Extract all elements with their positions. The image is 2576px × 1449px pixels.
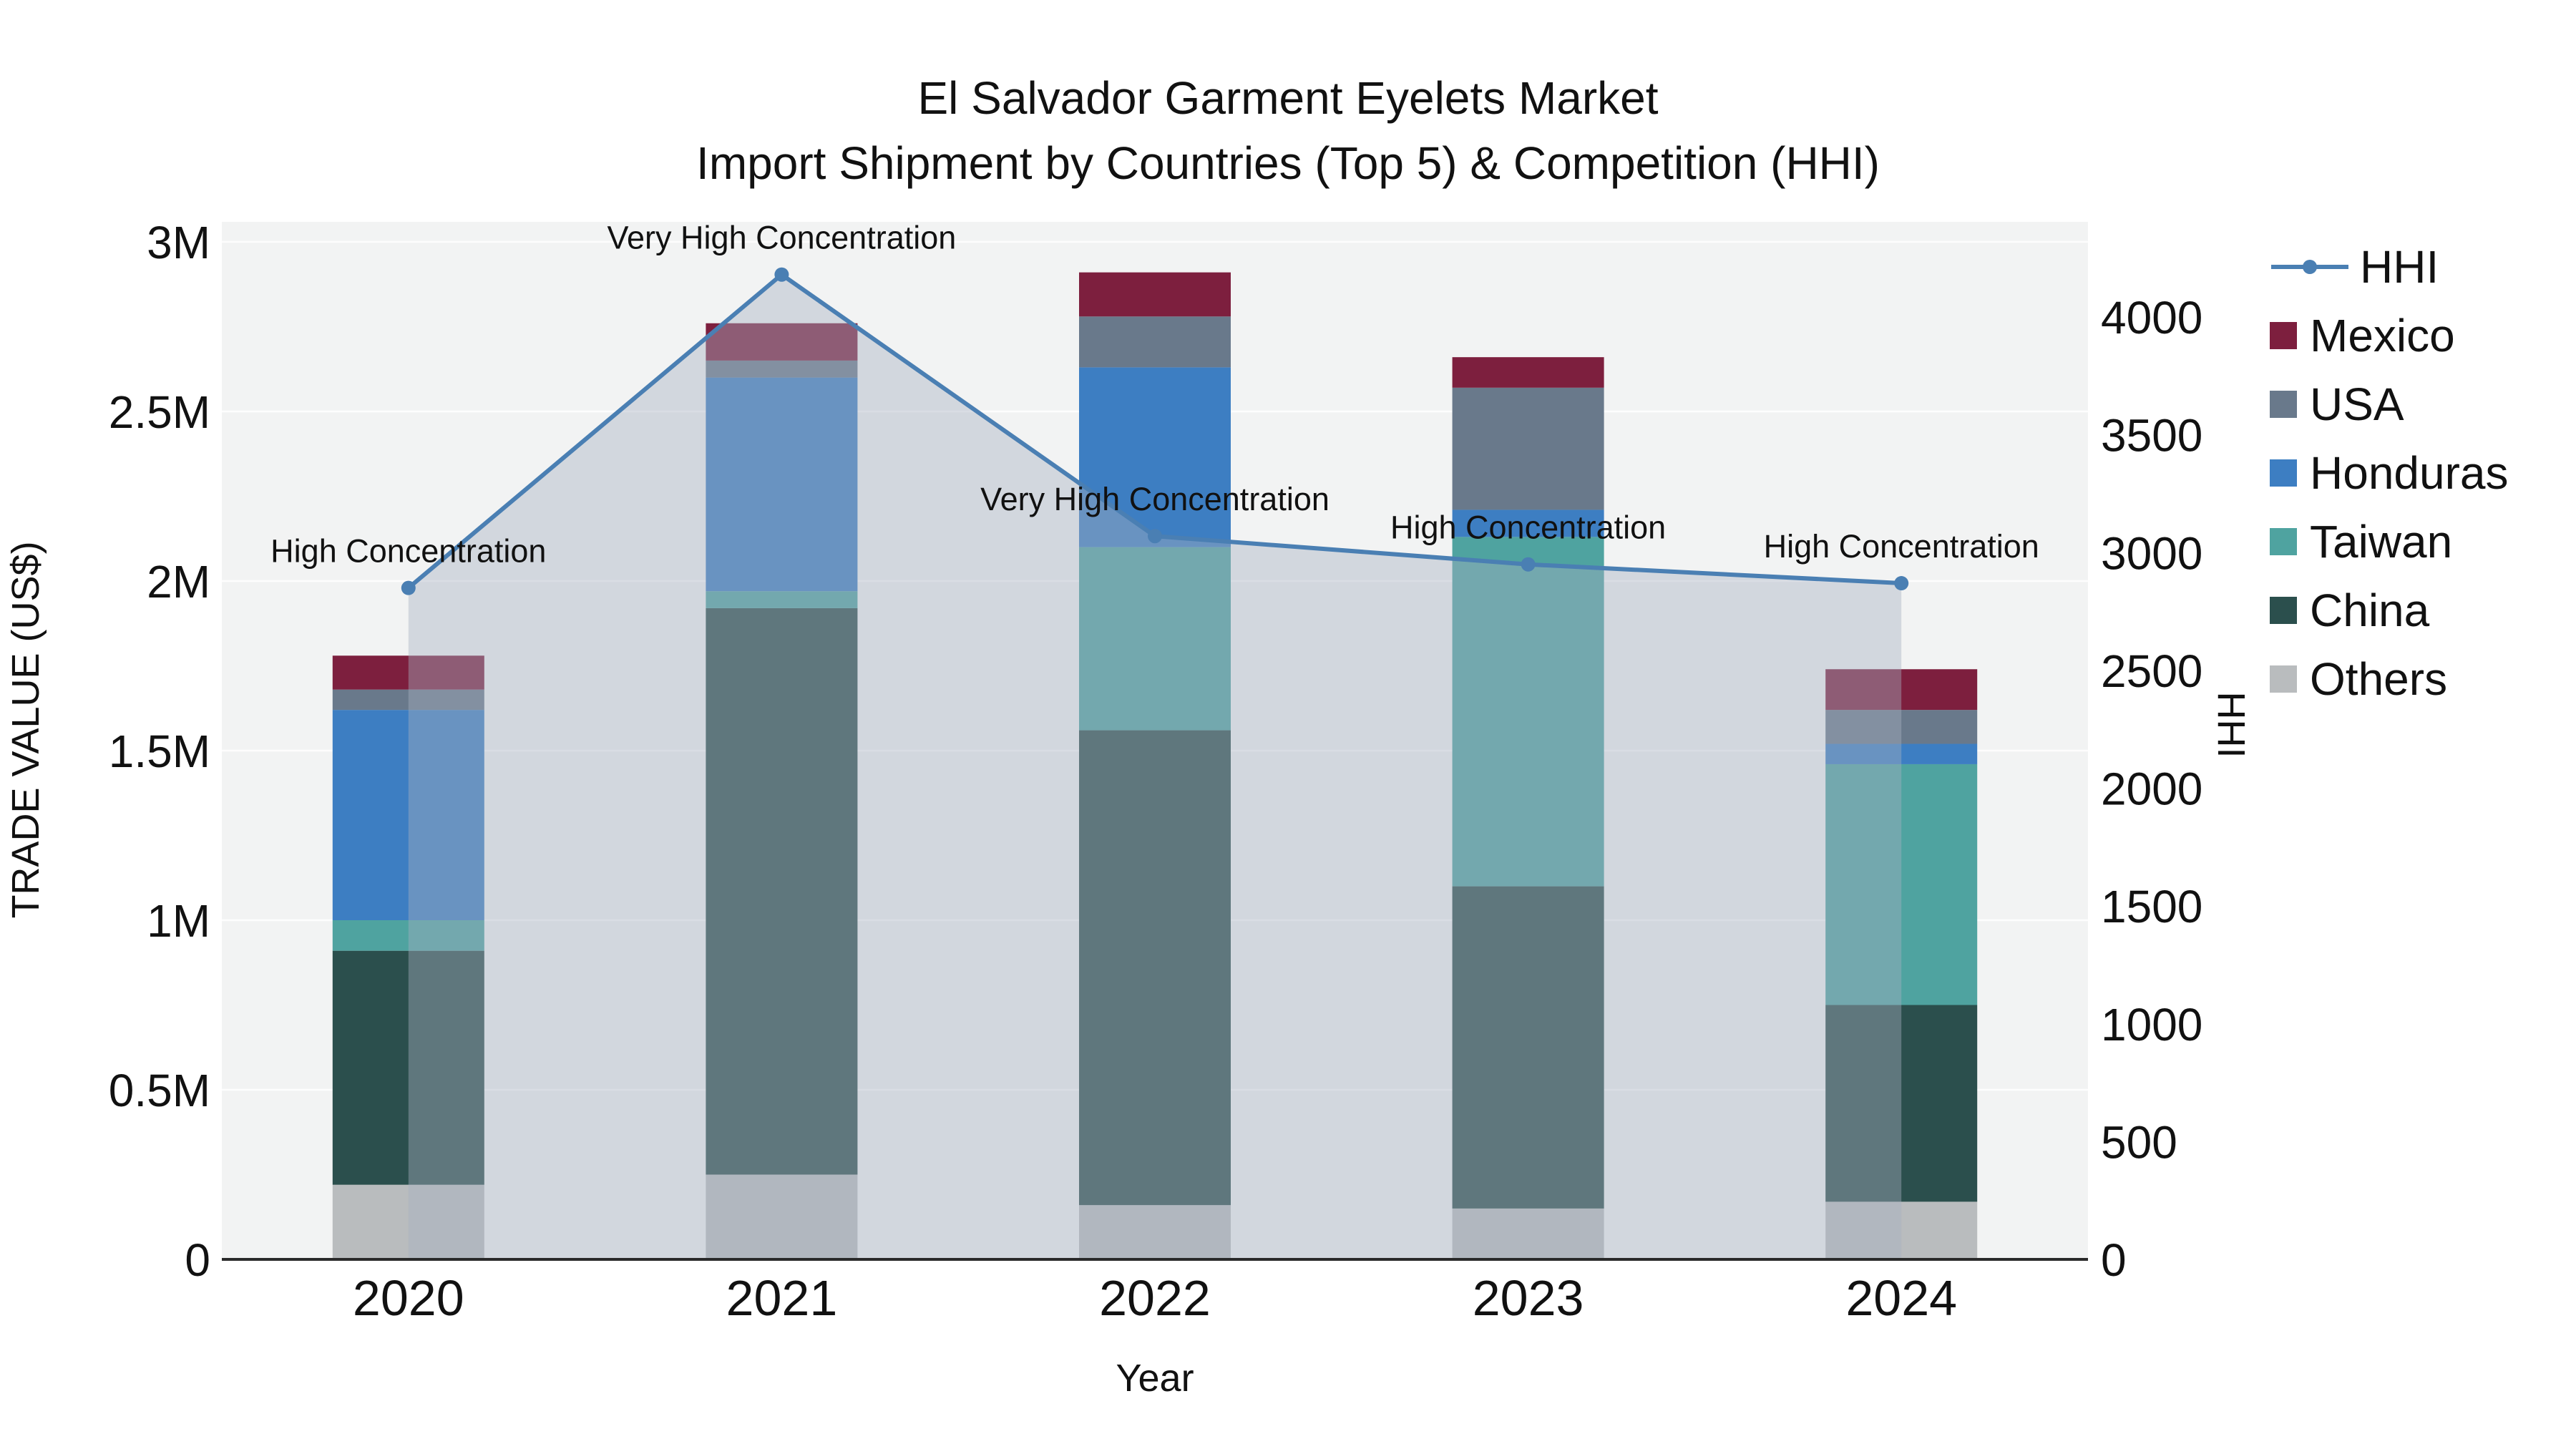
bar-taiwan-2020[interactable] bbox=[332, 920, 484, 951]
annotation-2021: Very High Concentration bbox=[608, 220, 957, 256]
y2-tick-label: 1000 bbox=[2101, 999, 2202, 1050]
legend-line-marker-icon bbox=[2271, 260, 2348, 274]
y2-tick-label: 2000 bbox=[2101, 763, 2202, 815]
y2-tick-label: 3500 bbox=[2101, 410, 2202, 462]
bar-mexico-2021[interactable] bbox=[706, 323, 858, 361]
y2-axis-title: HHI bbox=[2210, 691, 2253, 758]
hhi-area-fill bbox=[408, 274, 1902, 1259]
bar-usa-2024[interactable] bbox=[1825, 710, 1978, 744]
y2-tick-label: 2500 bbox=[2101, 645, 2202, 697]
legend-label: China bbox=[2310, 585, 2430, 636]
legend-label: Taiwan bbox=[2310, 516, 2453, 567]
bar-taiwan-2024[interactable] bbox=[1825, 763, 1978, 1005]
legend-item-mexico[interactable]: Mexico bbox=[2270, 312, 2509, 359]
bar-usa-2020[interactable] bbox=[332, 689, 484, 711]
x-tick-label: 2023 bbox=[1473, 1270, 1584, 1326]
y2-tick-label: 0 bbox=[2101, 1234, 2127, 1286]
x-tick-label: 2024 bbox=[1845, 1270, 1957, 1326]
legend-label: HHI bbox=[2360, 241, 2439, 293]
bar-honduras-2020[interactable] bbox=[332, 710, 484, 920]
legend-item-hhi[interactable]: HHI bbox=[2270, 243, 2509, 291]
y-tick-label: 1.5M bbox=[109, 726, 210, 777]
y-tick-label: 2.5M bbox=[109, 386, 210, 438]
bar-others-2023[interactable] bbox=[1452, 1208, 1604, 1259]
chart-subtitle: Import Shipment by Countries (Top 5) & C… bbox=[696, 137, 1880, 189]
x-tick-label: 2020 bbox=[353, 1270, 464, 1326]
legend-item-honduras[interactable]: Honduras bbox=[2270, 449, 2509, 497]
bar-usa-2023[interactable] bbox=[1452, 387, 1604, 510]
bar-taiwan-2021[interactable] bbox=[706, 591, 858, 608]
bar-usa-2021[interactable] bbox=[706, 360, 858, 378]
bar-usa-2022[interactable] bbox=[1079, 316, 1231, 368]
annotation-2020: High Concentration bbox=[270, 533, 546, 570]
bar-honduras-2021[interactable] bbox=[706, 377, 858, 592]
y-tick-label: 1M bbox=[147, 895, 210, 947]
bar-honduras-2023[interactable] bbox=[1452, 509, 1604, 537]
hhi-marker-2023[interactable] bbox=[1521, 557, 1536, 572]
bar-mexico-2022[interactable] bbox=[1079, 272, 1231, 317]
bar-others-2022[interactable] bbox=[1079, 1205, 1231, 1259]
legend-item-usa[interactable]: USA bbox=[2270, 381, 2509, 428]
bar-others-2020[interactable] bbox=[332, 1184, 484, 1259]
y-axis-title: TRADE VALUE (US$) bbox=[4, 541, 47, 919]
legend-label: Mexico bbox=[2310, 310, 2455, 361]
legend: HHI Mexico USA Honduras Taiwan China Others bbox=[2270, 243, 2509, 703]
x-tick-label: 2021 bbox=[726, 1270, 838, 1326]
bar-mexico-2023[interactable] bbox=[1452, 357, 1604, 388]
y-tick-label: 3M bbox=[147, 217, 210, 268]
y2-tick-label: 3000 bbox=[2101, 527, 2202, 579]
x-axis-title: Year bbox=[1116, 1357, 1194, 1400]
chart-title: El Salvador Garment Eyelets Market bbox=[917, 72, 1659, 124]
legend-item-others[interactable]: Others bbox=[2270, 655, 2509, 703]
bar-others-2024[interactable] bbox=[1825, 1201, 1978, 1259]
y-tick-label: 0 bbox=[185, 1234, 210, 1286]
hhi-marker-2021[interactable] bbox=[774, 267, 789, 282]
legend-swatch-icon bbox=[2270, 597, 2297, 624]
bar-others-2021[interactable] bbox=[706, 1174, 858, 1260]
hhi-marker-2024[interactable] bbox=[1894, 576, 1909, 591]
y-tick-label: 0.5M bbox=[109, 1065, 210, 1116]
bar-china-2021[interactable] bbox=[706, 608, 858, 1175]
legend-swatch-icon bbox=[2270, 459, 2297, 487]
y2-tick-label: 1500 bbox=[2101, 881, 2202, 932]
bar-china-2020[interactable] bbox=[332, 950, 484, 1185]
bar-china-2023[interactable] bbox=[1452, 886, 1604, 1209]
bar-honduras-2024[interactable] bbox=[1825, 743, 1978, 764]
legend-item-china[interactable]: China bbox=[2270, 587, 2509, 634]
annotation-2024: High Concentration bbox=[1764, 528, 2039, 565]
legend-label: USA bbox=[2310, 379, 2404, 430]
legend-label: Others bbox=[2310, 653, 2448, 705]
hhi-marker-2020[interactable] bbox=[401, 580, 416, 595]
annotation-2023: High Concentration bbox=[1390, 509, 1666, 546]
x-tick-label: 2022 bbox=[1099, 1270, 1211, 1326]
y-tick-label: 2M bbox=[147, 556, 210, 608]
bar-china-2022[interactable] bbox=[1079, 730, 1231, 1206]
legend-label: Honduras bbox=[2310, 447, 2509, 499]
bar-china-2024[interactable] bbox=[1825, 1005, 1978, 1202]
hhi-marker-2022[interactable] bbox=[1148, 529, 1162, 544]
legend-swatch-icon bbox=[2270, 322, 2297, 349]
bar-honduras-2022[interactable] bbox=[1079, 367, 1231, 547]
bar-taiwan-2022[interactable] bbox=[1079, 547, 1231, 731]
legend-swatch-icon bbox=[2270, 528, 2297, 555]
chart-title-block: El Salvador Garment Eyelets Market Impor… bbox=[0, 66, 2576, 196]
y2-tick-label: 500 bbox=[2101, 1116, 2177, 1168]
bar-mexico-2020[interactable] bbox=[332, 655, 484, 690]
annotation-2022: Very High Concentration bbox=[980, 481, 1330, 517]
bar-taiwan-2023[interactable] bbox=[1452, 537, 1604, 887]
legend-swatch-icon bbox=[2270, 391, 2297, 418]
legend-item-taiwan[interactable]: Taiwan bbox=[2270, 518, 2509, 565]
y2-tick-label: 4000 bbox=[2101, 292, 2202, 343]
legend-swatch-icon bbox=[2270, 665, 2297, 693]
bar-mexico-2024[interactable] bbox=[1825, 669, 1978, 711]
